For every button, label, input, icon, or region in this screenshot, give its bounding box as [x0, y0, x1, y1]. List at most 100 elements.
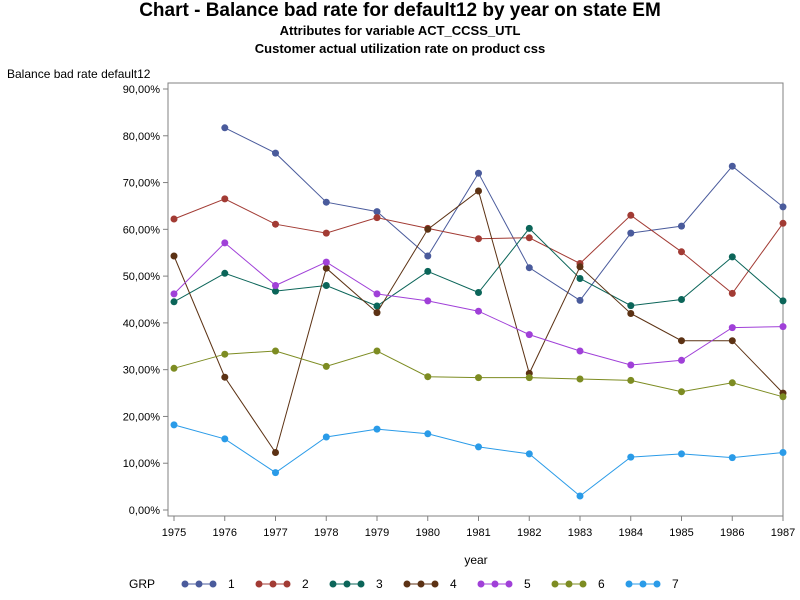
x-tick-label: 1975	[162, 527, 186, 539]
legend-label: 5	[524, 577, 531, 591]
data-point	[272, 282, 279, 289]
legend-marker	[417, 580, 425, 588]
y-tick-label: 90,00%	[123, 84, 161, 96]
x-tick-label: 1985	[669, 527, 693, 539]
legend-marker	[565, 580, 573, 588]
data-point	[576, 263, 584, 271]
data-point	[678, 296, 685, 303]
legend-label: 7	[672, 577, 679, 591]
data-point	[779, 449, 787, 456]
data-point	[475, 187, 482, 195]
legend-marker	[283, 580, 291, 588]
series-line-1	[224, 127, 784, 302]
legend-marker	[639, 580, 647, 588]
chart-title: Chart - Balance bad rate for default12 b…	[139, 0, 661, 21]
data-point	[424, 373, 432, 381]
data-point	[170, 290, 178, 298]
legend-marker	[625, 580, 633, 588]
legend-label: 3	[376, 577, 383, 591]
x-axis: 1975 1976 1977 1978 1979 1980 1981 1982 1983 1984…	[162, 516, 795, 539]
legend-marker	[653, 580, 661, 588]
data-point	[424, 252, 432, 260]
data-point	[475, 235, 482, 243]
data-point	[525, 264, 533, 272]
legend: GRP 1 2 3 4 5 6 7	[129, 577, 679, 591]
legend-title: GRP	[129, 577, 155, 591]
legend-label: 2	[302, 577, 309, 591]
data-point	[728, 324, 736, 332]
data-point	[779, 323, 787, 331]
data-point	[678, 450, 685, 458]
data-point	[424, 267, 432, 275]
data-point	[678, 337, 685, 345]
data-point	[322, 433, 330, 441]
series-line-4	[173, 190, 784, 454]
data-point	[272, 220, 279, 228]
y-tick-label: 20,00%	[123, 411, 161, 423]
legend-marker	[477, 580, 485, 588]
legend-marker	[269, 580, 277, 588]
legend-marker	[505, 580, 513, 588]
y-tick-label: 80,00%	[123, 131, 161, 143]
legend-label: 1	[228, 577, 235, 591]
data-point	[728, 162, 736, 170]
series-layer	[170, 124, 787, 500]
y-tick-label: 30,00%	[123, 365, 161, 377]
data-point	[627, 376, 635, 384]
data-point	[525, 374, 533, 382]
data-point	[322, 282, 330, 289]
data-point	[373, 309, 381, 317]
data-point	[373, 208, 381, 216]
legend-marker	[431, 580, 439, 588]
data-point	[678, 222, 685, 230]
x-tick-label: 1979	[365, 527, 389, 539]
data-point	[322, 229, 330, 237]
data-point	[322, 362, 330, 370]
data-point	[221, 269, 229, 277]
series-7	[170, 421, 787, 500]
data-point	[525, 331, 533, 339]
legend-marker	[329, 580, 337, 588]
data-point	[728, 289, 736, 297]
legend-marker	[357, 580, 365, 588]
y-tick-label: 0,00%	[129, 505, 160, 517]
data-point	[170, 364, 178, 372]
legend-marker	[181, 580, 189, 588]
data-point	[221, 195, 229, 203]
data-point	[221, 239, 229, 247]
data-point	[373, 290, 381, 298]
data-point	[221, 373, 229, 381]
data-point	[272, 287, 279, 295]
data-point	[322, 264, 330, 272]
data-point	[627, 302, 635, 310]
data-point	[272, 449, 279, 456]
x-axis-label: year	[464, 553, 487, 567]
data-point	[728, 337, 736, 345]
legend-item-1: 1	[181, 577, 235, 591]
x-tick-label: 1983	[568, 527, 592, 539]
chart-subtitle-2: Customer actual utilization rate on prod…	[254, 41, 546, 56]
x-tick-label: 1987	[771, 527, 795, 539]
legend-marker	[195, 580, 203, 588]
series-6	[170, 347, 787, 401]
data-point	[576, 375, 584, 383]
data-point	[272, 347, 279, 355]
data-point	[170, 252, 178, 260]
data-point	[475, 307, 482, 315]
legend-item-6: 6	[551, 577, 605, 591]
data-point	[627, 310, 635, 317]
data-point	[424, 225, 432, 233]
legend-item-2: 2	[255, 577, 309, 591]
data-point	[678, 356, 685, 364]
plot-area	[167, 82, 784, 517]
data-point	[525, 234, 533, 242]
data-point	[373, 347, 381, 355]
data-point	[373, 214, 381, 222]
legend-label: 4	[450, 577, 457, 591]
data-point	[576, 347, 584, 355]
legend-label: 6	[598, 577, 605, 591]
data-point	[170, 298, 178, 306]
data-point	[576, 492, 584, 500]
legend-marker	[491, 580, 499, 588]
